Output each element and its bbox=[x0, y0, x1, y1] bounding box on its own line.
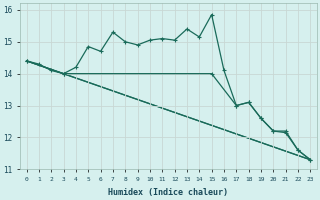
X-axis label: Humidex (Indice chaleur): Humidex (Indice chaleur) bbox=[108, 188, 228, 197]
